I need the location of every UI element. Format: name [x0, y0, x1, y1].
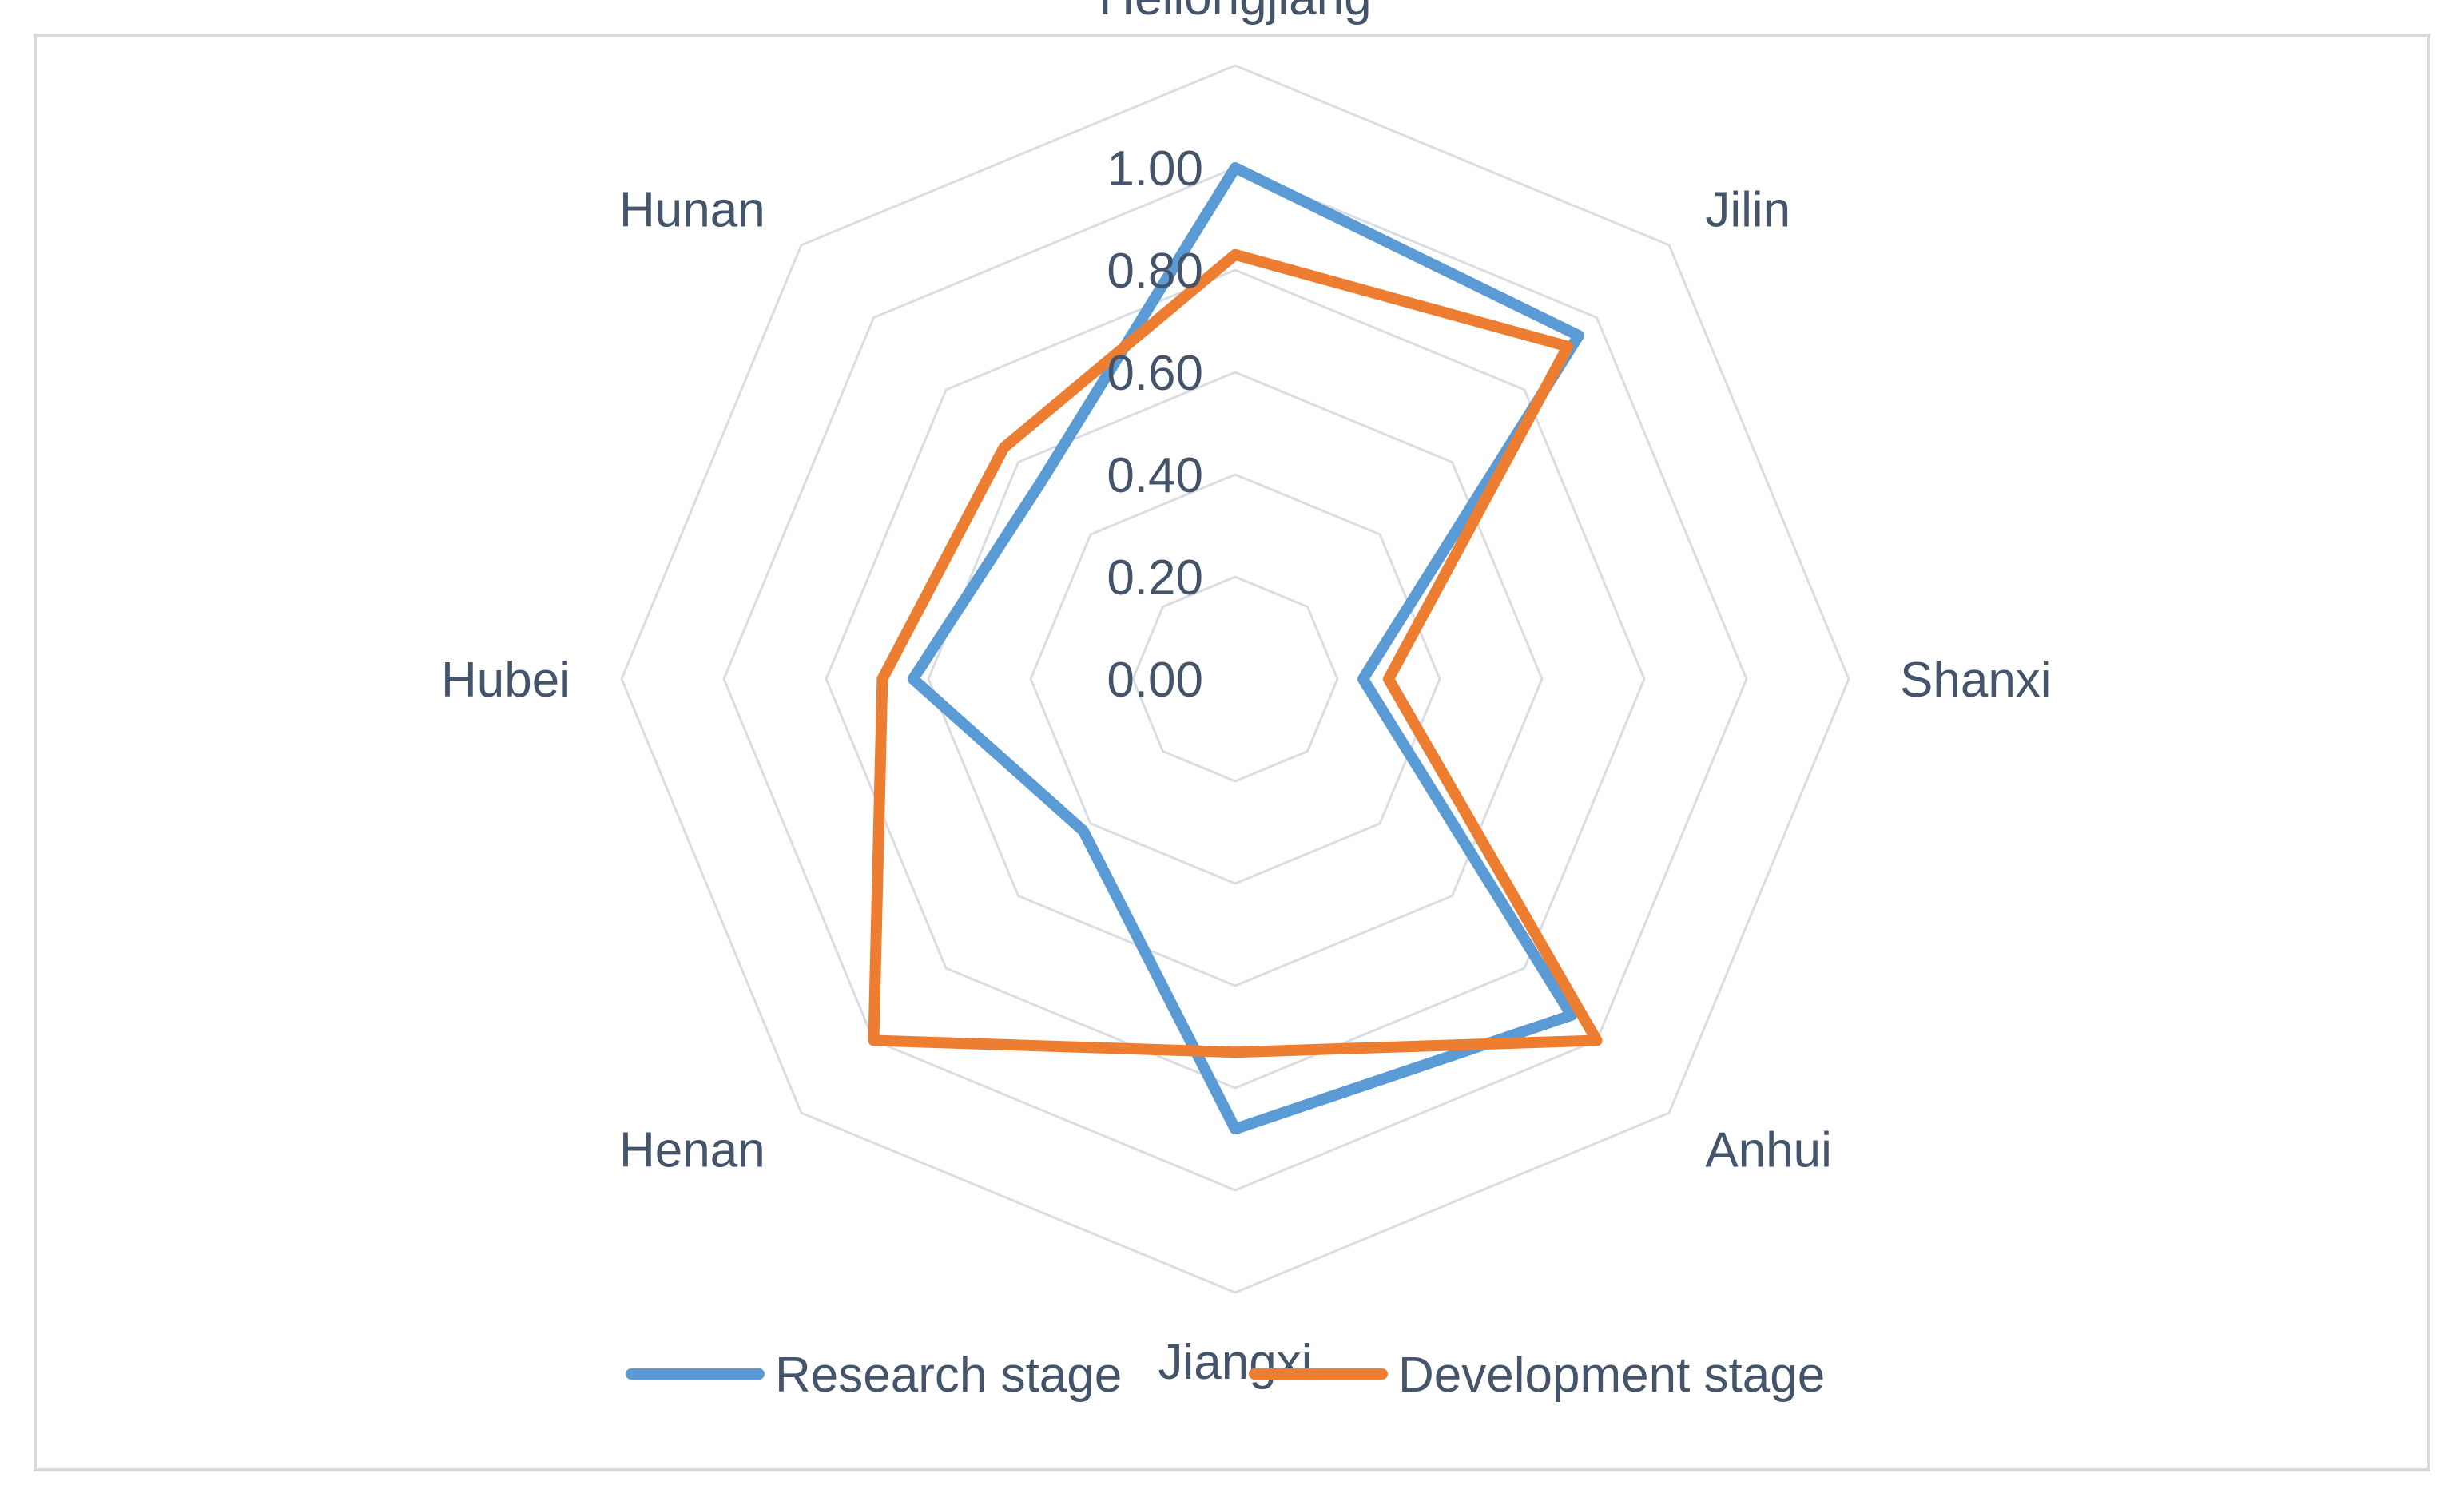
tick-label: 1.00 — [1107, 141, 1203, 197]
axis-label-heilongjiang: Heilongjiang — [1099, 0, 1371, 26]
grid-ring — [1131, 575, 1339, 783]
tick-layer: 0.00 0.20 0.40 0.60 0.80 1.00 — [1107, 141, 1203, 708]
tick-label: 0.80 — [1107, 244, 1203, 299]
axis-label-jilin: Jilin — [1705, 183, 1790, 238]
grid-ring — [722, 166, 1748, 1192]
tick-label: 0.60 — [1107, 346, 1203, 401]
series-line-research-stage — [907, 162, 1584, 1135]
grid-ring — [620, 64, 1850, 1294]
axis-label-hubei: Hubei — [441, 653, 570, 708]
grid-ring — [1029, 473, 1441, 885]
axis-label-layer: Heilongjiang Jilin Shanxi Anhui Jiangxi Henan… — [441, 0, 2052, 1390]
grid-ring — [825, 268, 1646, 1090]
series-line-development-stage — [868, 248, 1603, 1058]
grid-layer — [620, 64, 1850, 1294]
legend-label: Research stage — [775, 1348, 1122, 1403]
legend-label: Development stage — [1398, 1348, 1825, 1403]
axis-label-anhui: Anhui — [1705, 1122, 1832, 1177]
tick-label: 0.00 — [1107, 653, 1203, 708]
tick-label: 0.20 — [1107, 550, 1203, 606]
axis-label-hunan: Hunan — [619, 183, 765, 238]
legend: Research stage Development stage — [626, 1348, 1825, 1403]
series-layer — [868, 162, 1603, 1135]
axis-label-jiangxi: Jiangxi — [1158, 1335, 1313, 1390]
axis-label-henan: Henan — [619, 1122, 765, 1177]
chart-frame — [34, 34, 2430, 1471]
axis-label-shanxi: Shanxi — [1900, 653, 2052, 708]
tick-label: 0.40 — [1107, 448, 1203, 503]
grid-ring — [927, 371, 1544, 987]
